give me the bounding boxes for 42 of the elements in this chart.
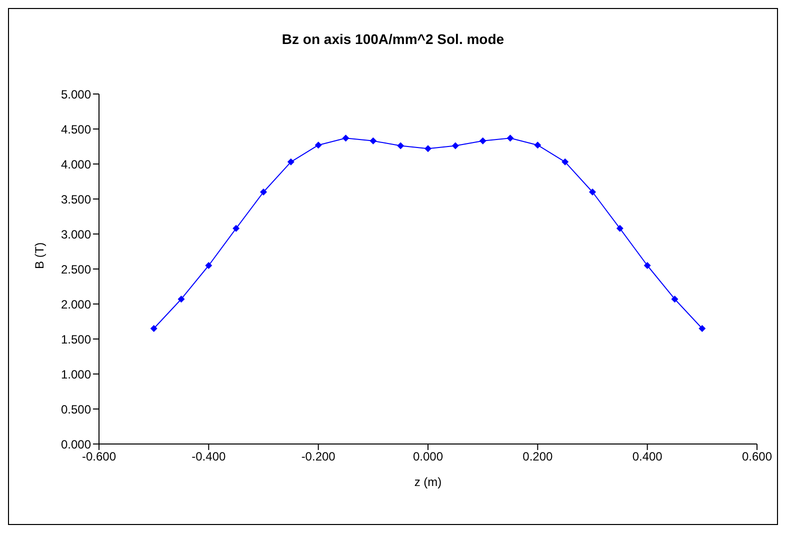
- point: [616, 224, 624, 232]
- y-tick-label: 2.500: [60, 262, 92, 276]
- y-tick-label: 0.500: [60, 402, 92, 416]
- y-tick-label: 4.500: [60, 122, 92, 136]
- point: [397, 142, 404, 150]
- point: [205, 262, 212, 269]
- x-tick-label: 0.400: [632, 450, 663, 464]
- y-tick-label: 2.000: [60, 297, 92, 312]
- y-tick-label: 1.000: [60, 367, 92, 382]
- x-tick-label: -0.200: [301, 450, 336, 464]
- y-tick-label: 4.000: [60, 157, 92, 172]
- point: [370, 137, 377, 144]
- point: [178, 296, 185, 303]
- x-tick-label: -0.600: [82, 450, 116, 464]
- y-tick-label: 0.000: [60, 437, 92, 452]
- y-tick-label: 1.500: [60, 332, 92, 346]
- y-tick-label: 3.500: [60, 192, 92, 206]
- point: [589, 188, 596, 196]
- x-tick-label: -0.400: [192, 450, 226, 464]
- y-tick-label: 5.000: [60, 87, 92, 102]
- point: [479, 137, 486, 144]
- point: [287, 158, 294, 166]
- y-tick-label: 3.000: [60, 227, 92, 242]
- point: [260, 188, 267, 196]
- point: [342, 134, 350, 142]
- point: [534, 142, 542, 149]
- chart-title: Bz on axis 100A/mm^2 Sol. mode: [280, 31, 506, 47]
- point: [562, 158, 569, 166]
- point: [644, 262, 651, 269]
- x-axis-title: z (m): [414, 475, 442, 489]
- point: [452, 142, 459, 150]
- x-tick-label: 0.000: [412, 450, 444, 464]
- point: [506, 134, 514, 142]
- point: [314, 142, 322, 149]
- point: [671, 296, 678, 303]
- point: [232, 224, 240, 232]
- x-tick-label: 0.600: [742, 450, 772, 464]
- y-axis-title: B (T): [32, 242, 46, 269]
- point: [150, 325, 158, 332]
- point: [424, 145, 432, 152]
- x-tick-label: 0.200: [522, 450, 554, 464]
- point: [698, 325, 706, 332]
